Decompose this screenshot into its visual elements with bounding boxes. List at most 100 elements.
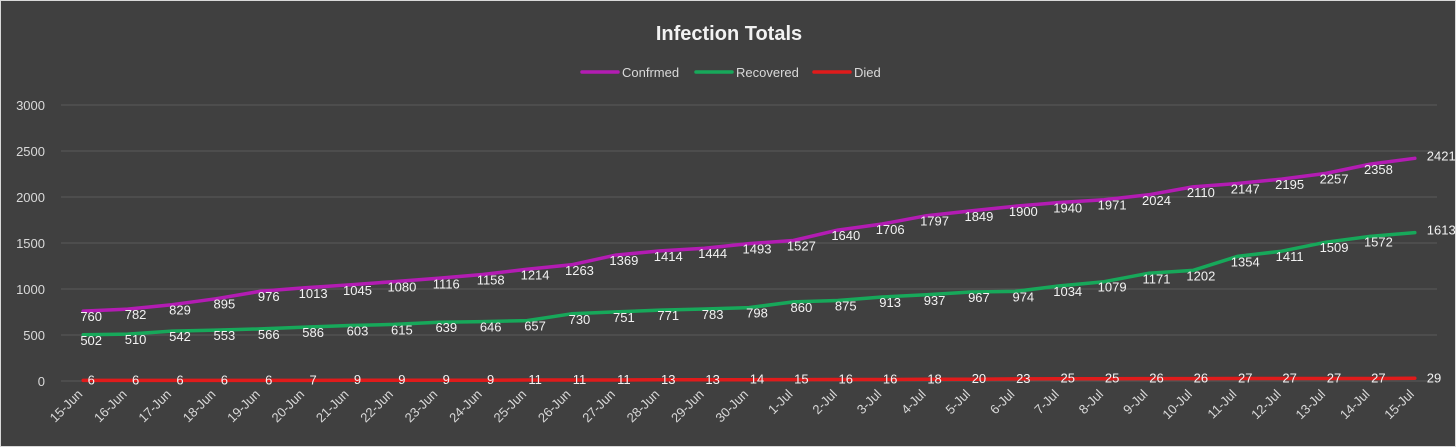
data-label-recovered: 553 (214, 328, 236, 343)
data-label-died: 9 (354, 372, 361, 387)
data-label-died: 6 (221, 372, 228, 387)
x-tick-label: 17-Jun (135, 387, 174, 426)
legend-label: Recovered (736, 65, 799, 80)
x-tick-label: 7-Jul (1031, 386, 1062, 417)
data-label-recovered: 860 (791, 300, 813, 315)
x-tick-label: 18-Jun (180, 387, 219, 426)
data-label-died: 9 (398, 372, 405, 387)
data-label-died: 11 (528, 372, 542, 387)
data-label-recovered: 615 (391, 322, 413, 337)
data-label-died: 29 (1427, 370, 1441, 385)
x-tick-label: 14-Jul (1337, 386, 1373, 422)
data-label-died: 26 (1149, 371, 1163, 386)
x-tick-label: 24-Jun (446, 387, 485, 426)
data-label-recovered: 1354 (1231, 254, 1260, 269)
series-line-confrmed (81, 156, 1417, 313)
data-label-died: 23 (1016, 371, 1030, 386)
data-label-confrmed: 1013 (299, 286, 328, 301)
data-label-recovered: 1509 (1320, 240, 1349, 255)
data-label-died: 11 (617, 372, 631, 387)
data-label-confrmed: 829 (169, 303, 191, 318)
data-label-confrmed: 1849 (964, 209, 993, 224)
x-tick-label: 11-Jul (1204, 386, 1239, 421)
x-tick-label: 4-Jul (898, 386, 929, 417)
data-label-died: 6 (132, 372, 139, 387)
data-label-died: 7 (310, 372, 317, 387)
x-tick-label: 9-Jul (1120, 386, 1151, 417)
data-label-confrmed: 1971 (1098, 198, 1127, 213)
chart-title: Infection Totals (656, 23, 802, 45)
x-tick-label: 27-Jun (579, 387, 618, 426)
data-label-died: 25 (1105, 371, 1119, 386)
data-label-recovered: 1572 (1364, 234, 1393, 249)
data-label-died: 27 (1282, 371, 1296, 386)
data-label-confrmed: 1706 (876, 222, 905, 237)
data-label-confrmed: 1444 (698, 246, 727, 261)
data-label-died: 26 (1194, 371, 1208, 386)
y-tick-label: 500 (23, 328, 45, 343)
data-label-confrmed: 1940 (1053, 201, 1082, 216)
data-label-recovered: 974 (1012, 289, 1034, 304)
data-label-recovered: 639 (435, 320, 457, 335)
data-label-recovered: 913 (879, 295, 901, 310)
data-label-recovered: 783 (702, 307, 724, 322)
legend: Confrmed Recovered Died (580, 65, 881, 80)
x-tick-label: 23-Jun (402, 387, 441, 426)
data-label-died: 27 (1371, 371, 1385, 386)
data-label-confrmed: 2147 (1231, 181, 1260, 196)
data-label-confrmed: 1900 (1009, 204, 1038, 219)
data-label-died: 6 (176, 372, 183, 387)
x-tick-label: 29-Jun (668, 387, 707, 426)
data-label-recovered: 730 (569, 312, 591, 327)
y-tick-label: 1000 (16, 282, 45, 297)
y-tick-label: 0 (38, 374, 45, 389)
data-label-confrmed: 976 (258, 289, 280, 304)
x-tick-label: 21-Jun (313, 387, 352, 426)
legend-item-recovered: Recovered (694, 65, 799, 80)
data-label-died: 27 (1327, 371, 1341, 386)
data-label-confrmed: 2358 (1364, 162, 1393, 177)
legend-item-confrmed: Confrmed (580, 65, 679, 80)
data-label-confrmed: 760 (80, 309, 102, 324)
data-label-died: 18 (927, 371, 941, 386)
data-label-recovered: 566 (258, 327, 280, 342)
x-tick-label: 22-Jun (357, 387, 396, 426)
x-tick-label: 2-Jul (809, 386, 840, 417)
data-label-confrmed: 1527 (787, 239, 816, 254)
data-label-recovered: 875 (835, 299, 857, 314)
data-label-died: 16 (839, 372, 853, 387)
x-tick-label: 30-Jun (712, 387, 751, 426)
data-label-recovered: 798 (746, 306, 768, 321)
data-label-died: 20 (972, 371, 986, 386)
data-label-confrmed: 1116 (433, 276, 460, 291)
data-label-died: 6 (88, 372, 95, 387)
data-label-recovered: 1202 (1186, 268, 1215, 283)
x-tick-label: 26-Jun (535, 387, 574, 426)
data-label-confrmed: 782 (125, 307, 147, 322)
data-label-recovered: 1171 (1142, 271, 1170, 286)
y-axis: 0 500 1000 1500 2000 2500 3000 (16, 98, 45, 389)
x-tick-label: 25-Jun (490, 387, 529, 426)
data-label-confrmed: 2024 (1142, 193, 1171, 208)
series-line-died (81, 376, 1417, 383)
data-label-recovered: 1034 (1053, 284, 1082, 299)
data-labels: 760 782 829 895 976 1013 1045 1080 1116 1158 1214 1… (80, 148, 1455, 387)
data-label-recovered: 542 (169, 329, 191, 344)
x-axis: 15-Jun 16-Jun 17-Jun 18-Jun 19-Jun 20-Jun 21-J… (47, 386, 1417, 425)
legend-label: Died (854, 65, 881, 80)
data-label-recovered: 1079 (1098, 280, 1127, 295)
x-tick-label: 3-Jul (854, 386, 885, 417)
data-label-confrmed: 2110 (1187, 185, 1215, 200)
x-tick-label: 28-Jun (624, 387, 663, 426)
data-label-confrmed: 1045 (343, 283, 372, 298)
x-tick-label: 16-Jun (91, 387, 130, 426)
data-label-confrmed: 1414 (654, 249, 683, 264)
y-tick-label: 2000 (16, 190, 45, 205)
data-label-died: 25 (1060, 371, 1074, 386)
data-label-confrmed: 895 (214, 297, 236, 312)
x-tick-label: 15-Jul (1381, 386, 1417, 422)
data-label-confrmed: 1080 (387, 280, 416, 295)
x-tick-label: 5-Jul (943, 386, 974, 417)
x-tick-label: 6-Jul (987, 386, 1018, 417)
